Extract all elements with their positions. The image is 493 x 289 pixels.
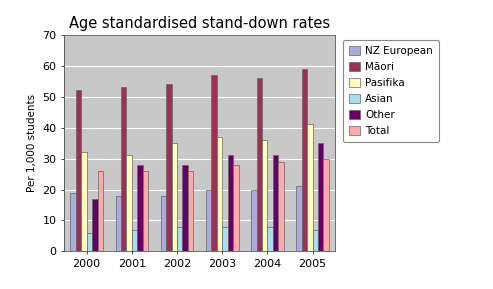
Bar	[70, 192, 76, 251]
Bar	[132, 230, 137, 251]
Bar	[251, 190, 256, 251]
Bar	[278, 162, 284, 251]
Bar	[166, 84, 172, 251]
Bar	[115, 196, 121, 251]
Bar	[256, 78, 262, 251]
Bar	[323, 159, 329, 251]
Bar	[307, 125, 313, 251]
Y-axis label: Per 1,000 students: Per 1,000 students	[27, 94, 37, 192]
Bar	[177, 227, 182, 251]
Bar	[182, 165, 188, 251]
Bar	[126, 155, 132, 251]
Bar	[172, 143, 177, 251]
Bar	[273, 155, 278, 251]
Bar	[233, 165, 239, 251]
Bar	[296, 186, 302, 251]
Bar	[98, 171, 103, 251]
Bar	[262, 140, 267, 251]
Bar	[211, 75, 217, 251]
Bar	[313, 230, 318, 251]
Bar	[137, 165, 143, 251]
Bar	[222, 227, 228, 251]
Bar	[302, 69, 307, 251]
Title: Age standardised stand-down rates: Age standardised stand-down rates	[69, 16, 330, 31]
Legend: NZ European, Māori, Pasifika, Asian, Other, Total: NZ European, Māori, Pasifika, Asian, Oth…	[343, 40, 439, 142]
Bar	[318, 143, 323, 251]
Bar	[92, 199, 98, 251]
Bar	[121, 87, 126, 251]
Bar	[161, 196, 166, 251]
Bar	[143, 171, 148, 251]
Bar	[188, 171, 193, 251]
Bar	[87, 233, 92, 251]
Bar	[81, 152, 87, 251]
Bar	[206, 190, 211, 251]
Bar	[267, 227, 273, 251]
Bar	[217, 137, 222, 251]
Bar	[228, 155, 233, 251]
Bar	[76, 90, 81, 251]
